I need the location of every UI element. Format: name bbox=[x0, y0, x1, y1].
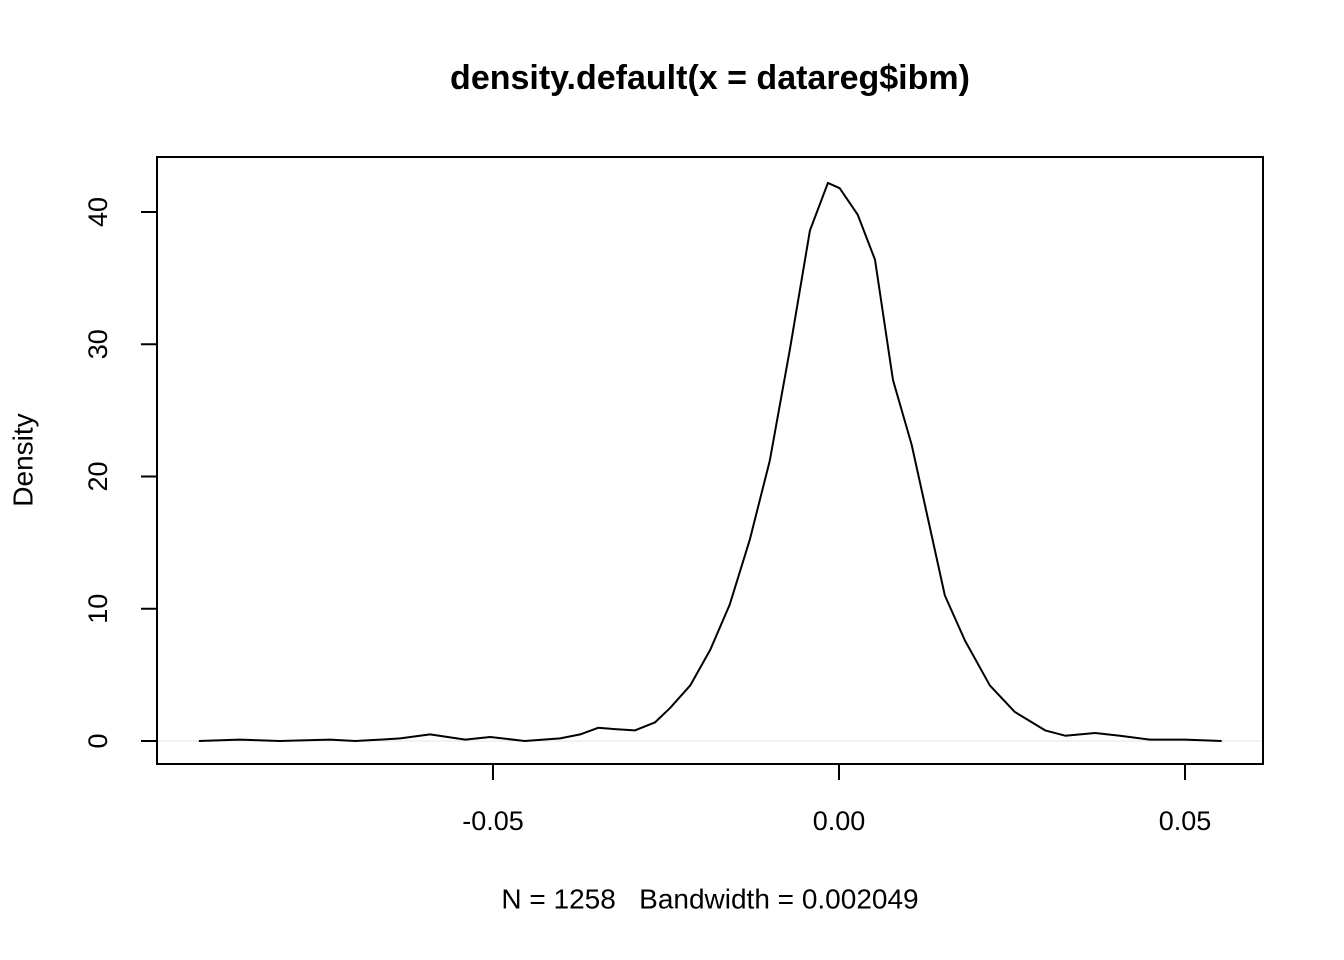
density-line bbox=[198, 181, 1222, 742]
y-tick-label: 30 bbox=[83, 329, 113, 359]
y-tick-label: 0 bbox=[83, 733, 113, 748]
y-axis-label: Density bbox=[7, 413, 38, 506]
x-tick-label: 0.05 bbox=[1159, 806, 1212, 836]
y-tick-label: 10 bbox=[83, 594, 113, 624]
x-tick-label: 0.00 bbox=[813, 806, 866, 836]
plot-frame bbox=[156, 156, 1264, 765]
x-axis-label: N = 1258 Bandwidth = 0.002049 bbox=[501, 883, 918, 914]
chart-title: density.default(x = datareg$ibm) bbox=[450, 59, 970, 97]
y-tick-label: 40 bbox=[83, 197, 113, 227]
y-tick-label: 20 bbox=[83, 461, 113, 491]
x-tick-label: -0.05 bbox=[462, 806, 524, 836]
